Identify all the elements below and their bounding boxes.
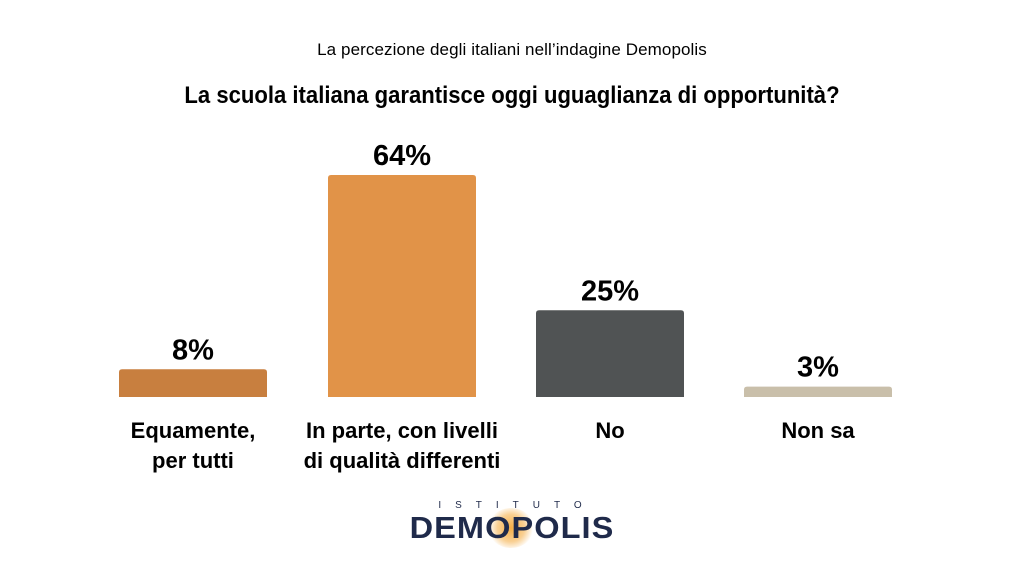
data-label-3: 25% — [581, 275, 639, 307]
chart-subtitle: La percezione degli italiani nell’indagi… — [317, 40, 707, 59]
data-label-1: 8% — [172, 334, 214, 366]
logo-demopolis-text: DEMOPOLIS — [409, 510, 615, 545]
logo-istituto-text: ISTITUTO — [438, 500, 596, 511]
chart-title: La scuola italiana garantisce oggi uguag… — [184, 82, 840, 109]
data-label-2: 64% — [373, 140, 431, 172]
bar-4 — [744, 386, 892, 397]
demopolis-logo: ISTITUTO DEMOPOLIS — [380, 500, 644, 550]
category-label-2-line-1: In parte, con livelli — [306, 418, 498, 443]
bar-1 — [119, 369, 267, 397]
category-label-2-line-2: di qualità differenti — [304, 448, 501, 473]
logo-glow — [488, 508, 534, 548]
category-label-1-line-2: per tutti — [152, 448, 234, 473]
bar-3 — [536, 310, 684, 397]
bar-chart: 8% Equamente, per tutti 64% In parte, con li… — [119, 140, 892, 473]
data-label-4: 3% — [797, 352, 839, 384]
category-label-3-line-1: No — [595, 418, 624, 443]
category-label-4-line-1: Non sa — [781, 418, 855, 443]
bar-2 — [328, 175, 476, 397]
category-label-1-line-1: Equamente, — [131, 418, 256, 443]
